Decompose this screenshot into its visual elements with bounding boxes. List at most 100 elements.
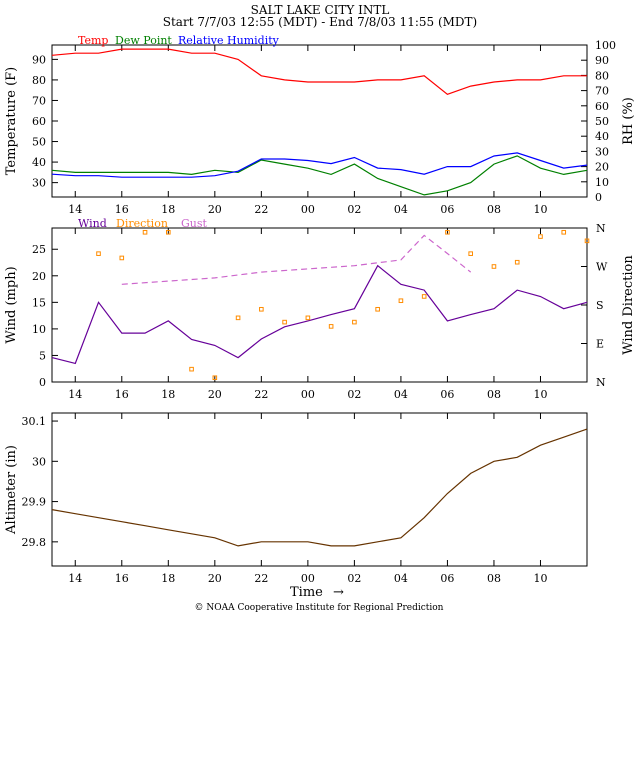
y2-axis-title: RH (%)	[621, 97, 636, 145]
y-tick-label: 90	[32, 53, 46, 66]
x-tick-label: 16	[115, 388, 129, 401]
x-tick-label: 20	[208, 572, 222, 585]
y-tick-label: 29.9	[22, 496, 47, 509]
y-axis-title: Temperature (F)	[4, 67, 19, 175]
direction-point	[375, 306, 380, 312]
x-tick-label: 00	[301, 203, 315, 216]
series-line-rh	[51, 152, 588, 178]
x-tick-label: 22	[254, 203, 268, 216]
direction-point	[96, 251, 101, 256]
y-tick-label: 40	[32, 156, 46, 169]
x-tick-label: 06	[440, 203, 454, 216]
y2-tick-label: N	[596, 222, 606, 235]
direction-point	[282, 319, 287, 325]
y2-tick-label: 80	[595, 69, 609, 82]
x-tick-label: 00	[301, 388, 315, 401]
y-tick-label: 5	[39, 349, 46, 362]
legend-item-temp: Temp	[78, 34, 108, 47]
y-tick-label: 30.1	[22, 415, 47, 428]
y2-tick-label: 40	[595, 130, 609, 143]
y2-tick-label: 0	[595, 191, 602, 204]
direction-point	[235, 315, 241, 321]
y-axis-title: Altimeter (in)	[4, 445, 19, 535]
y-tick-label: 80	[32, 74, 46, 87]
y2-axis-title: Wind Direction	[621, 255, 636, 355]
legend-item-rh: Relative Humidity	[178, 34, 280, 47]
direction-point	[189, 366, 194, 372]
series-line-wind	[51, 264, 588, 365]
x-tick-label: 00	[301, 572, 315, 585]
x-tick-label: 04	[394, 388, 408, 401]
legend-item-dir: Direction	[116, 217, 168, 230]
y-tick-label: 25	[32, 243, 46, 256]
y2-tick-label: 60	[595, 100, 609, 113]
x-tick-label: 14	[68, 203, 82, 216]
x-tick-label: 06	[440, 572, 454, 585]
y2-tick-label: 100	[595, 39, 616, 52]
x-tick-label: 08	[487, 572, 501, 585]
x-tick-label: 16	[115, 203, 129, 216]
direction-point	[398, 298, 404, 304]
direction-point	[212, 375, 218, 381]
direction-point	[561, 229, 567, 235]
x-tick-label: 10	[533, 388, 547, 401]
y2-tick-label: S	[596, 299, 604, 312]
y-tick-label: 50	[32, 136, 46, 149]
direction-point	[584, 238, 590, 244]
direction-point	[491, 264, 497, 269]
x-tick-label: 04	[394, 203, 408, 216]
series-line-temp	[51, 48, 587, 95]
direction-point	[142, 229, 148, 235]
x-tick-label: 20	[208, 388, 222, 401]
plot-frame	[51, 44, 588, 198]
direction-point	[166, 229, 171, 235]
wind-panel: 14 16 18 20 22 00 02 04 06 08 10 0 5 10 15 20 25 N E S W N Win…	[4, 217, 636, 401]
legend-item-dew: Dew Point	[115, 34, 172, 47]
x-axis-title: Time	[290, 585, 323, 600]
temperature-panel: 14 16 18 20 22 00 02 04 06 08 10 30 40 50 60 70 80 90 0 10 2…	[4, 34, 636, 216]
y2-tick-label: 90	[595, 54, 609, 67]
x-tick-label: 02	[347, 203, 361, 216]
direction-point	[538, 234, 543, 239]
direction-point	[514, 259, 520, 265]
x-tick-label: 08	[487, 388, 501, 401]
series-line-dew	[51, 155, 588, 196]
x-tick-label: 20	[208, 203, 222, 216]
y-tick-label: 15	[32, 296, 46, 309]
y-tick-label: 0	[39, 376, 46, 389]
x-tick-label: 16	[115, 572, 129, 585]
y-tick-label: 10	[32, 323, 46, 336]
y-tick-label: 20	[32, 270, 46, 283]
x-tick-label: 04	[394, 572, 408, 585]
x-tick-label: 10	[533, 572, 547, 585]
direction-point	[468, 251, 473, 256]
chart-panels: 14 16 18 20 22 00 02 04 06 08 10304050607080900102…	[4, 34, 636, 585]
y2-tick-label: 70	[595, 85, 609, 98]
y-tick-label: 60	[32, 115, 46, 128]
x-tick-label: 22	[254, 572, 268, 585]
direction-point	[305, 315, 311, 321]
credit-line: © NOAA Cooperative Institute for Regiona…	[195, 603, 444, 613]
plot-frame	[51, 412, 588, 567]
period-subtitle: Start 7/7/03 12:55 (MDT) - End 7/8/03 11…	[163, 15, 477, 29]
x-tick-label: 18	[161, 572, 175, 585]
y-tick-label: 30	[32, 455, 46, 468]
y-axis-title: Wind (mph)	[4, 266, 19, 343]
y2-tick-label: N	[596, 376, 606, 389]
legend-item-gust: Gust	[181, 217, 208, 230]
y2-tick-label: 10	[595, 176, 609, 189]
y2-tick-label: 20	[595, 161, 609, 174]
y2-tick-label: E	[596, 338, 604, 351]
direction-point	[445, 229, 450, 235]
y2-tick-label: 30	[595, 145, 609, 158]
y2-tick-label: 50	[595, 115, 609, 128]
legend-item-wind: Wind	[78, 217, 107, 230]
x-tick-label: 02	[347, 572, 361, 585]
x-tick-label: 02	[347, 388, 361, 401]
x-tick-label: 22	[254, 388, 268, 401]
plot-frame	[51, 227, 588, 383]
y-tick-label: 29.8	[22, 536, 47, 549]
direction-point	[259, 306, 264, 312]
